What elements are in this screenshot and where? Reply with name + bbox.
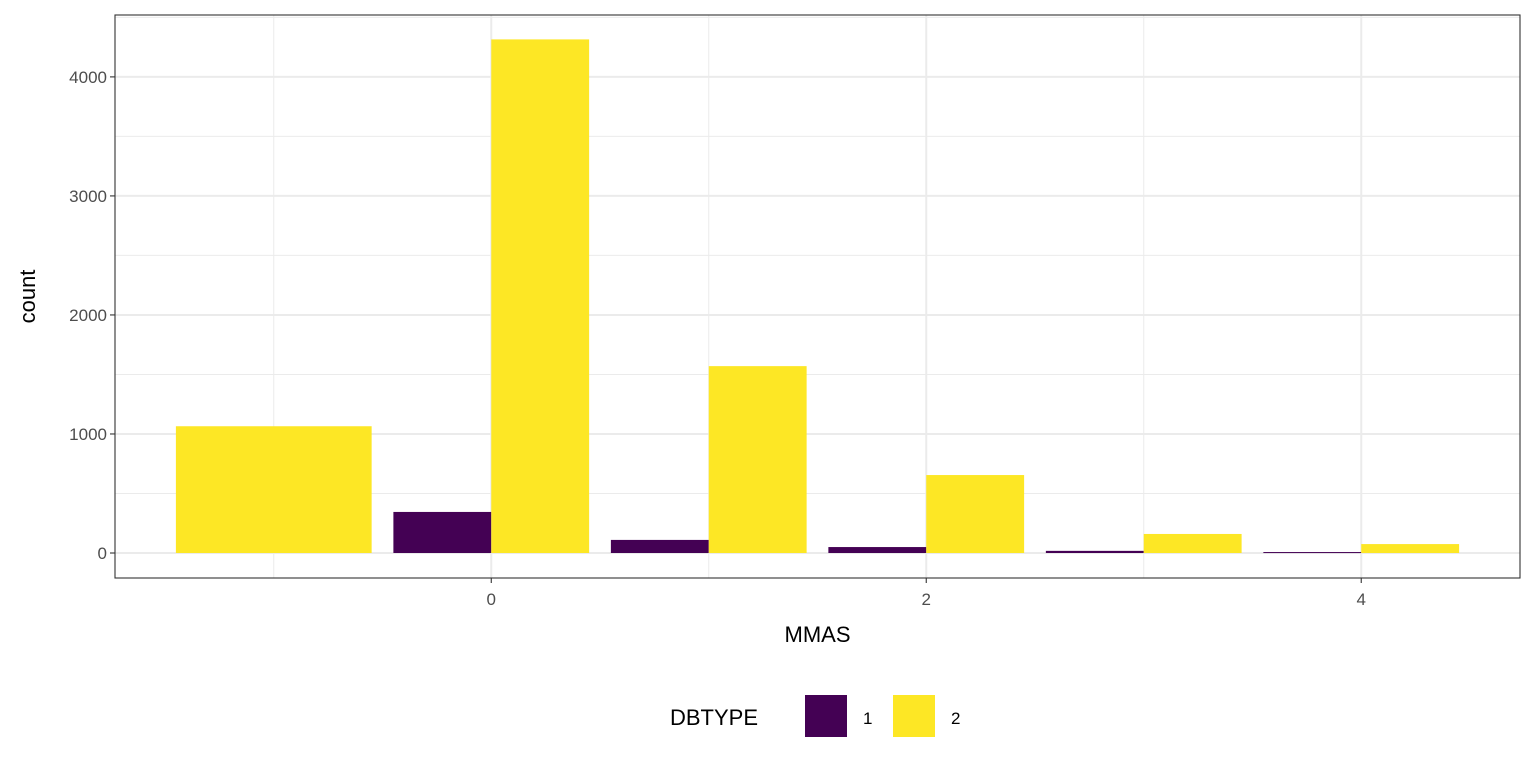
y-tick-label: 0 — [98, 544, 107, 563]
y-tick-label: 4000 — [69, 68, 107, 87]
bar-series-2 — [175, 426, 372, 554]
y-axis-title: count — [15, 270, 40, 324]
legend-label-2: 2 — [951, 709, 960, 728]
bars — [175, 39, 1460, 554]
bar-series-2 — [491, 39, 590, 554]
x-axis-title: MMAS — [785, 622, 851, 647]
bar-series-1 — [1263, 552, 1362, 554]
axes: 0 1000 2000 3000 4000 0 2 4 — [69, 68, 1366, 609]
x-tick-label: 0 — [487, 590, 496, 609]
bar-series-2 — [708, 366, 807, 554]
legend-title: DBTYPE — [670, 705, 758, 730]
bar-series-2 — [1143, 533, 1242, 554]
bar-series-1 — [393, 511, 492, 554]
bar-series-1 — [1045, 550, 1144, 554]
bar-series-1 — [610, 539, 709, 554]
legend-key-1 — [805, 695, 847, 737]
x-tick-label: 4 — [1356, 590, 1365, 609]
legend-key-2 — [893, 695, 935, 737]
bar-series-2 — [1361, 544, 1460, 554]
panel-border — [114, 14, 1521, 579]
legend-label-1: 1 — [863, 709, 872, 728]
y-tick-label: 2000 — [69, 306, 107, 325]
y-tick-label: 1000 — [69, 425, 107, 444]
x-tick-label: 2 — [922, 590, 931, 609]
bar-series-1 — [828, 547, 927, 554]
y-tick-label: 3000 — [69, 187, 107, 206]
bar-series-2 — [926, 475, 1025, 554]
